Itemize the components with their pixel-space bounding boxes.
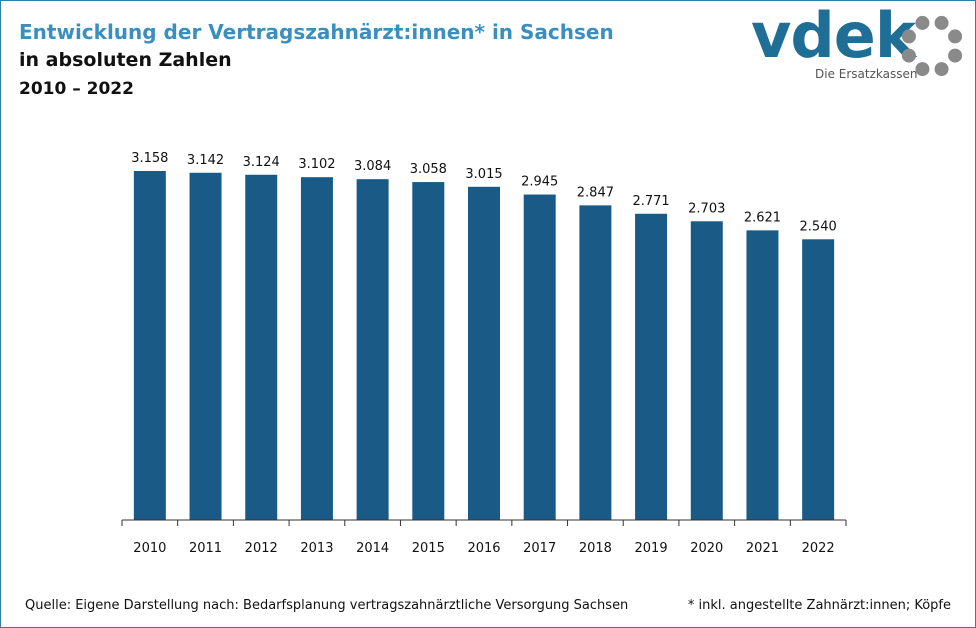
logo-ring-icon xyxy=(901,15,963,77)
x-tick-label-2018: 2018 xyxy=(579,541,612,556)
bar-2017 xyxy=(523,194,556,521)
bar-2013 xyxy=(300,177,333,520)
logo-wordmark: vdek xyxy=(751,0,916,72)
logo-tagline: Die Ersatzkassen xyxy=(815,67,918,81)
data-label-2017: 2.945 xyxy=(521,175,558,190)
data-label-2014: 3.084 xyxy=(354,159,391,174)
logo-ring-dot xyxy=(901,29,916,44)
data-label-2016: 3.015 xyxy=(465,167,502,182)
data-label-2010: 3.158 xyxy=(131,151,168,166)
x-tick-label-2015: 2015 xyxy=(412,541,445,556)
data-label-2015: 3.058 xyxy=(410,162,447,177)
logo-ring-dot xyxy=(915,62,930,77)
x-tick-label-2022: 2022 xyxy=(802,541,835,556)
x-tick-label-2012: 2012 xyxy=(245,541,278,556)
bar-2012 xyxy=(245,174,278,520)
x-tick-label-2010: 2010 xyxy=(133,541,166,556)
logo-ring-dot xyxy=(915,15,930,30)
data-label-2019: 2.771 xyxy=(632,194,669,209)
bar-2019 xyxy=(635,213,668,520)
data-label-2013: 3.102 xyxy=(298,157,335,172)
data-label-2011: 3.142 xyxy=(187,153,224,168)
bar-2021 xyxy=(746,230,779,521)
vdek-logo: vdek Die Ersatzkassen xyxy=(751,0,971,93)
x-tick-label-2020: 2020 xyxy=(690,541,723,556)
x-tick-label-2021: 2021 xyxy=(746,541,779,556)
bar-2015 xyxy=(412,182,445,520)
data-label-2022: 2.540 xyxy=(800,219,837,234)
bar-2010 xyxy=(133,171,166,520)
x-tick-label-2019: 2019 xyxy=(635,541,668,556)
logo-ring-dot xyxy=(901,48,916,63)
x-tick-label-2011: 2011 xyxy=(189,541,222,556)
logo-ring-dot xyxy=(934,62,949,77)
logo-ring-dot xyxy=(934,15,949,30)
logo-ring-dot xyxy=(948,48,963,63)
bar-chart: 3.158 3.142 3.124 3.102 3.084 3.058 3.015 2.945… xyxy=(121,151,847,556)
logo-ring-dot xyxy=(948,29,963,44)
bar-2018 xyxy=(579,205,612,520)
x-tick-label-2014: 2014 xyxy=(356,541,389,556)
footnote: * inkl. angestellte Zahnärzt:innen; Köpf… xyxy=(687,598,951,613)
data-label-2012: 3.124 xyxy=(243,155,280,170)
chart-title: Entwicklung der Vertragszahnärzt:innen* … xyxy=(19,20,614,44)
bar-2020 xyxy=(690,221,723,521)
data-label-2018: 2.847 xyxy=(577,185,614,200)
data-label-2020: 2.703 xyxy=(688,201,725,216)
bar-2016 xyxy=(468,186,500,521)
x-tick-label-2013: 2013 xyxy=(300,541,333,556)
source-note: Quelle: Eigene Darstellung nach: Bedarfs… xyxy=(25,598,629,613)
bar-2014 xyxy=(356,179,389,520)
chart-subtitle: in absoluten Zahlen xyxy=(19,49,232,71)
data-label-2021: 2.621 xyxy=(744,210,781,225)
bar-2011 xyxy=(189,172,222,521)
x-tick-label-2016: 2016 xyxy=(467,541,500,556)
x-tick-label-2017: 2017 xyxy=(523,541,556,556)
chart-period: 2010 – 2022 xyxy=(19,79,134,99)
bar-2022 xyxy=(802,239,835,520)
